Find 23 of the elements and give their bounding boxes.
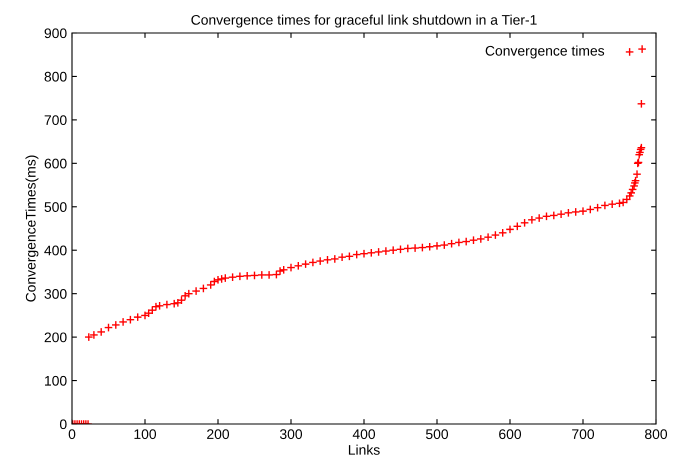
y-tick-label: 300 — [44, 289, 67, 299]
legend-label: Convergence times — [486, 46, 604, 58]
x-tick-label: 500 — [426, 429, 448, 440]
x-axis-title: Links — [348, 444, 380, 455]
y-axis-title: ConvergenceTimes(ms) — [25, 156, 38, 302]
y-tick-label: 500 — [44, 202, 67, 212]
y-tick-label: 0 — [60, 419, 67, 430]
x-tick-label: 600 — [499, 429, 522, 440]
y-tick-label: 600 — [44, 158, 67, 169]
y-tick-label: 400 — [44, 246, 67, 256]
x-tick-label: 200 — [207, 429, 230, 440]
x-tick-label: 700 — [572, 429, 594, 440]
x-tick-label: 300 — [280, 429, 302, 440]
x-tick-label: 0 — [68, 429, 76, 440]
x-tick-label: 400 — [352, 429, 376, 440]
y-tick-label: 700 — [44, 115, 67, 126]
y-tick-label: 800 — [44, 72, 67, 82]
y-tick-label: 200 — [44, 332, 67, 342]
x-tick-label: 100 — [134, 429, 156, 440]
chart-title: Convergence times for graceful link shutdown in a Tier-1 — [191, 14, 537, 28]
y-tick-label: 100 — [45, 376, 67, 386]
y-tick-label: 900 — [44, 28, 67, 38]
x-tick-label: 800 — [645, 429, 668, 440]
